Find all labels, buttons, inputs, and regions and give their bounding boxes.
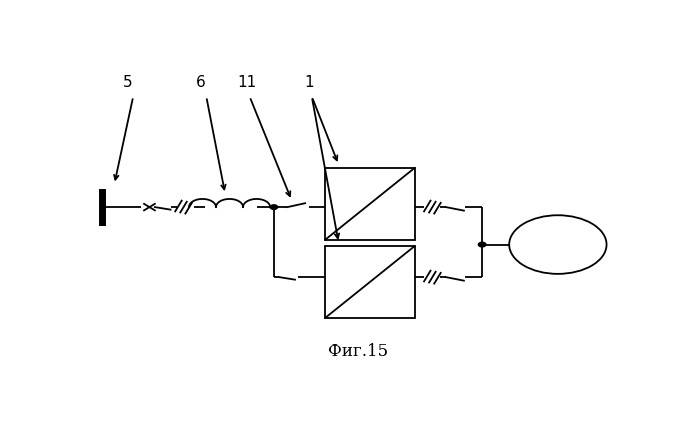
Text: Фиг.15: Фиг.15: [327, 343, 388, 360]
Text: 5: 5: [123, 75, 133, 90]
Text: 6: 6: [196, 75, 206, 90]
Circle shape: [270, 205, 278, 209]
Text: 11: 11: [237, 75, 256, 90]
Bar: [325, 168, 415, 240]
Text: 1: 1: [304, 75, 314, 90]
Circle shape: [478, 242, 486, 247]
Bar: [325, 246, 415, 318]
